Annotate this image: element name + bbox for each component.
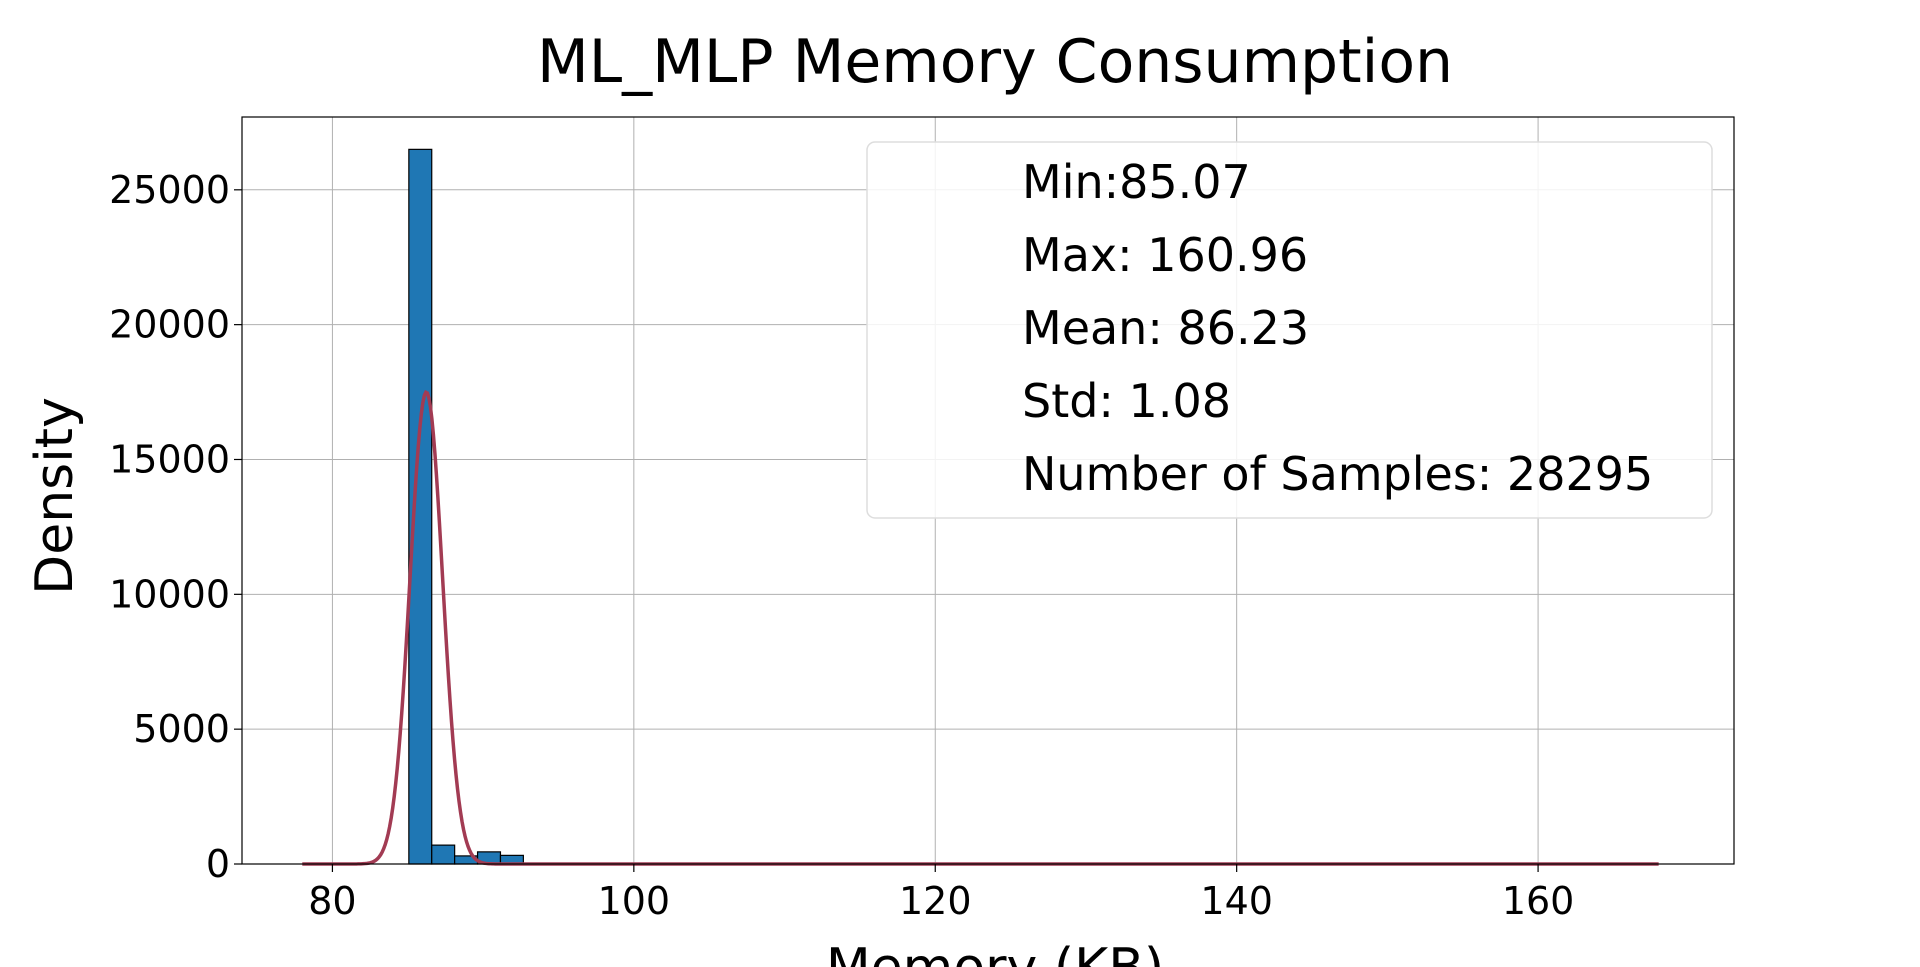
stats-line: Max: 160.96	[1022, 228, 1308, 282]
chart-title: ML_MLP Memory Consumption	[537, 27, 1453, 97]
y-tick-label: 0	[206, 842, 230, 886]
y-tick-label: 10000	[109, 572, 230, 616]
stats-legend-box	[866, 141, 1713, 519]
histogram-bar	[408, 148, 433, 865]
x-tick-label: 140	[1200, 879, 1273, 923]
histogram-bars	[408, 148, 524, 865]
y-tick-label: 15000	[109, 437, 230, 481]
stats-legend: Min:85.07 Max: 160.96 Mean: 86.23 Std: 1.08…	[866, 141, 1713, 519]
stats-line: Mean: 86.23	[1022, 301, 1309, 355]
y-tick-label: 25000	[109, 168, 230, 212]
x-axis-ticks: 80 100 120 140 160	[308, 864, 1574, 923]
y-axis-label: Density	[25, 397, 85, 595]
x-tick-label: 120	[899, 879, 972, 923]
y-axis-ticks: 0 5000 10000 15000 20000 25000	[109, 168, 242, 886]
x-axis-label: Memory (KB)	[826, 938, 1164, 967]
x-tick-label: 80	[308, 879, 356, 923]
x-tick-label: 160	[1502, 879, 1575, 923]
x-tick-label: 100	[598, 879, 671, 923]
stats-line: Number of Samples: 28295	[1022, 447, 1653, 501]
histogram-bar	[431, 844, 456, 865]
y-tick-label: 5000	[133, 707, 230, 751]
y-tick-label: 20000	[109, 303, 230, 347]
stats-line: Min:85.07	[1022, 155, 1251, 209]
plot-frame	[241, 116, 1735, 865]
stats-line: Std: 1.08	[1022, 374, 1231, 428]
